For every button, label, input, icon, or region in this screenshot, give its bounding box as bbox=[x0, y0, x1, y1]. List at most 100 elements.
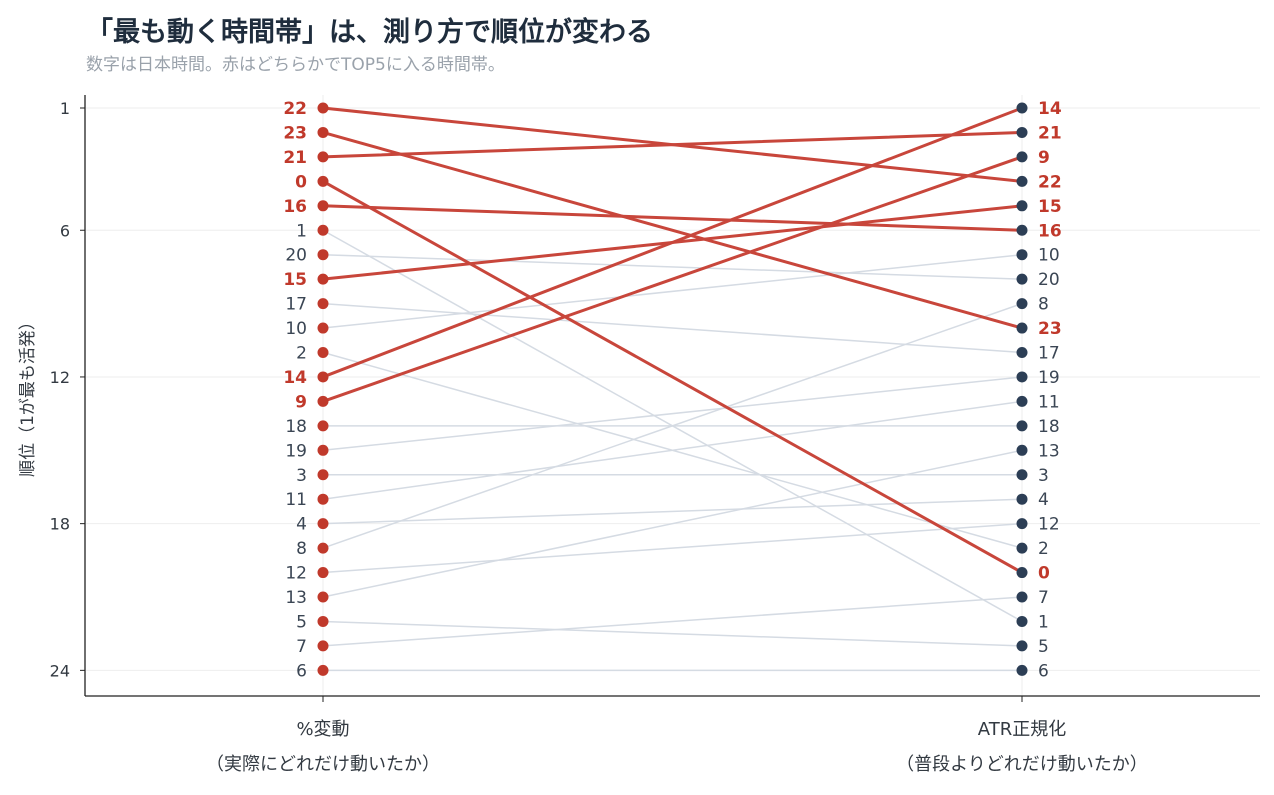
right-label-hour-5: 5 bbox=[1038, 637, 1049, 657]
muted-lines-layer bbox=[322, 229, 1023, 672]
chart-subtitle: 数字は日本時間。赤はどちらかでTOP5に入る時間帯。 bbox=[86, 55, 505, 75]
left-dot-hour-0 bbox=[317, 175, 329, 187]
left-dot-hour-9 bbox=[317, 395, 329, 407]
left-dot-hour-6 bbox=[317, 664, 329, 676]
y-axis-label: 順位（1が最も活発） bbox=[18, 313, 38, 477]
right-label-hour-7: 7 bbox=[1038, 588, 1049, 608]
slope-line-hour-9 bbox=[321, 155, 1024, 403]
right-dot-hour-5 bbox=[1016, 640, 1028, 652]
right-dot-hour-16 bbox=[1016, 224, 1028, 236]
right-dot-hour-23 bbox=[1016, 322, 1028, 334]
right-dot-hour-6 bbox=[1016, 664, 1028, 676]
left-dot-hour-23 bbox=[317, 126, 329, 138]
slope-line-hour-4 bbox=[322, 498, 1023, 525]
left-dot-hour-7 bbox=[317, 640, 329, 652]
left-label-hour-12: 12 bbox=[285, 564, 307, 584]
left-label-hour-19: 19 bbox=[285, 441, 307, 461]
left-dot-hour-18 bbox=[317, 420, 329, 432]
right-dot-hour-15 bbox=[1016, 200, 1028, 212]
left-dot-hour-8 bbox=[317, 542, 329, 554]
highlight-lines-layer bbox=[321, 106, 1024, 575]
left-dot-hour-21 bbox=[317, 151, 329, 163]
right-dot-hour-4 bbox=[1016, 493, 1028, 505]
right-label-hour-12: 12 bbox=[1038, 515, 1060, 535]
left-label-hour-18: 18 bbox=[285, 417, 307, 437]
right-dot-hour-20 bbox=[1016, 273, 1028, 285]
category-label-1-line2: （普段よりどれだけ動いたか） bbox=[896, 754, 1148, 775]
left-label-hour-9: 9 bbox=[295, 392, 307, 412]
left-dot-hour-17 bbox=[317, 298, 329, 310]
left-label-hour-15: 15 bbox=[283, 270, 307, 290]
slope-line-hour-16 bbox=[321, 204, 1024, 232]
y-tick-label-12: 12 bbox=[50, 368, 70, 387]
left-dot-hour-13 bbox=[317, 591, 329, 603]
right-dot-hour-14 bbox=[1016, 102, 1028, 114]
dots-layer bbox=[317, 102, 1028, 676]
slope-line-hour-17 bbox=[322, 302, 1023, 354]
right-label-hour-11: 11 bbox=[1038, 392, 1060, 412]
left-label-hour-13: 13 bbox=[285, 588, 307, 608]
category-label-0-line1: %変動 bbox=[296, 719, 349, 740]
slope-line-hour-0 bbox=[321, 179, 1024, 575]
left-label-hour-0: 0 bbox=[295, 172, 307, 192]
right-label-hour-19: 19 bbox=[1038, 368, 1060, 388]
left-label-hour-7: 7 bbox=[296, 637, 307, 657]
left-dot-hour-1 bbox=[317, 224, 329, 236]
left-dot-hour-22 bbox=[317, 102, 329, 114]
right-label-hour-21: 21 bbox=[1038, 123, 1062, 143]
right-dot-hour-1 bbox=[1016, 615, 1028, 627]
right-label-hour-8: 8 bbox=[1038, 295, 1049, 315]
left-label-hour-5: 5 bbox=[296, 612, 307, 632]
slope-line-hour-5 bbox=[322, 620, 1023, 647]
chart-title: 「最も動く時間帯」は、測り方で順位が変わる bbox=[86, 17, 653, 48]
right-dot-hour-12 bbox=[1016, 518, 1028, 530]
slope-line-hour-14 bbox=[321, 106, 1024, 379]
left-label-hour-17: 17 bbox=[285, 295, 307, 315]
left-label-hour-3: 3 bbox=[296, 466, 307, 486]
right-label-hour-0: 0 bbox=[1038, 564, 1050, 584]
category-label-1-line1: ATR正規化 bbox=[978, 719, 1066, 740]
left-label-hour-8: 8 bbox=[296, 539, 307, 559]
right-label-hour-2: 2 bbox=[1038, 539, 1049, 559]
left-dot-hour-12 bbox=[317, 567, 329, 579]
left-dot-hour-4 bbox=[317, 518, 329, 530]
left-dot-hour-20 bbox=[317, 249, 329, 261]
hour-labels-layer: 2223210161201517102149181931148121357614… bbox=[283, 99, 1062, 681]
left-label-hour-1: 1 bbox=[296, 221, 307, 241]
right-dot-hour-10 bbox=[1016, 249, 1028, 261]
y-tick-label-1: 1 bbox=[60, 99, 70, 118]
grid-layer bbox=[86, 95, 1260, 696]
right-label-hour-18: 18 bbox=[1038, 417, 1060, 437]
left-dot-hour-5 bbox=[317, 615, 329, 627]
slope-line-hour-11 bbox=[322, 400, 1023, 500]
right-dot-hour-22 bbox=[1016, 175, 1028, 187]
slope-line-hour-10 bbox=[322, 253, 1023, 329]
right-label-hour-15: 15 bbox=[1038, 197, 1062, 217]
left-label-hour-22: 22 bbox=[283, 99, 307, 119]
category-labels-layer: %変動 （実際にどれだけ動いたか） ATR正規化 （普段よりどれだけ動いたか） bbox=[206, 719, 1148, 775]
left-label-hour-4: 4 bbox=[296, 515, 307, 535]
left-label-hour-16: 16 bbox=[283, 197, 307, 217]
left-dot-hour-11 bbox=[317, 493, 329, 505]
y-tick-label-24: 24 bbox=[50, 661, 70, 680]
right-label-hour-17: 17 bbox=[1038, 344, 1060, 364]
axis-layer bbox=[84, 95, 1260, 697]
right-dot-hour-18 bbox=[1016, 420, 1028, 432]
left-dot-hour-2 bbox=[317, 347, 329, 358]
left-label-hour-11: 11 bbox=[285, 490, 307, 510]
right-label-hour-3: 3 bbox=[1038, 466, 1049, 486]
right-label-hour-10: 10 bbox=[1038, 246, 1060, 266]
left-label-hour-14: 14 bbox=[283, 368, 307, 388]
right-label-hour-6: 6 bbox=[1038, 661, 1049, 681]
left-label-hour-10: 10 bbox=[285, 319, 307, 339]
right-label-hour-20: 20 bbox=[1038, 270, 1060, 290]
left-label-hour-2: 2 bbox=[296, 344, 307, 364]
slope-line-hour-23 bbox=[321, 130, 1024, 330]
right-label-hour-1: 1 bbox=[1038, 612, 1049, 632]
right-label-hour-9: 9 bbox=[1038, 148, 1050, 168]
left-dot-hour-15 bbox=[317, 273, 329, 285]
right-label-hour-4: 4 bbox=[1038, 490, 1049, 510]
left-dot-hour-14 bbox=[317, 371, 329, 383]
right-dot-hour-13 bbox=[1016, 444, 1028, 456]
